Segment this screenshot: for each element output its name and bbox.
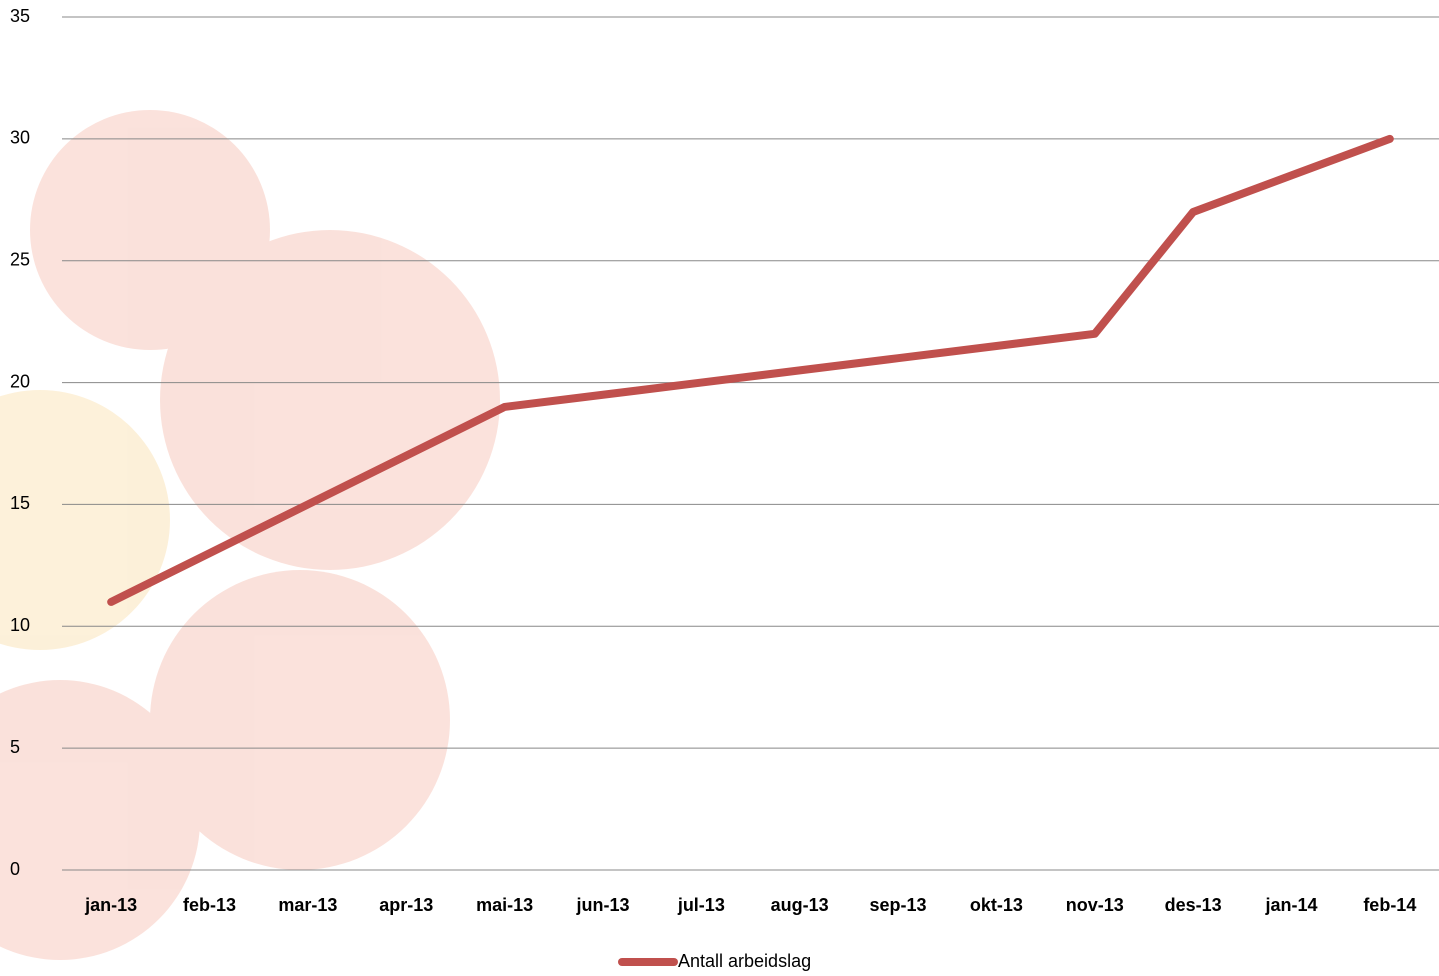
x-tick-label: mar-13	[278, 895, 337, 915]
x-tick-label: mai-13	[476, 895, 533, 915]
chart: 0 5 10 15 20 25 30 35 jan-13 feb-13 mar-13 apr-13 ma…	[0, 0, 1439, 976]
y-tick-label: 30	[10, 128, 30, 148]
x-tick-label: des-13	[1165, 895, 1222, 915]
x-tick-label: apr-13	[379, 895, 433, 915]
y-tick-label: 10	[10, 615, 30, 635]
y-tick-label: 0	[10, 859, 20, 879]
y-tick-label: 15	[10, 493, 30, 513]
x-tick-label: jul-13	[677, 895, 725, 915]
y-tick-label: 35	[10, 6, 30, 26]
legend-label: Antall arbeidslag	[678, 951, 811, 971]
y-tick-label: 20	[10, 371, 30, 391]
y-tick-label: 5	[10, 737, 20, 757]
x-tick-label: jan-14	[1264, 895, 1317, 915]
x-tick-label: jan-13	[84, 895, 137, 915]
x-tick-label: okt-13	[970, 895, 1023, 915]
x-tick-label: feb-14	[1363, 895, 1416, 915]
x-tick-label: jun-13	[575, 895, 629, 915]
x-tick-label: sep-13	[870, 895, 927, 915]
y-tick-label: 25	[10, 249, 30, 269]
x-tick-label: nov-13	[1066, 895, 1124, 915]
x-tick-label: aug-13	[771, 895, 829, 915]
x-tick-label: feb-13	[183, 895, 236, 915]
